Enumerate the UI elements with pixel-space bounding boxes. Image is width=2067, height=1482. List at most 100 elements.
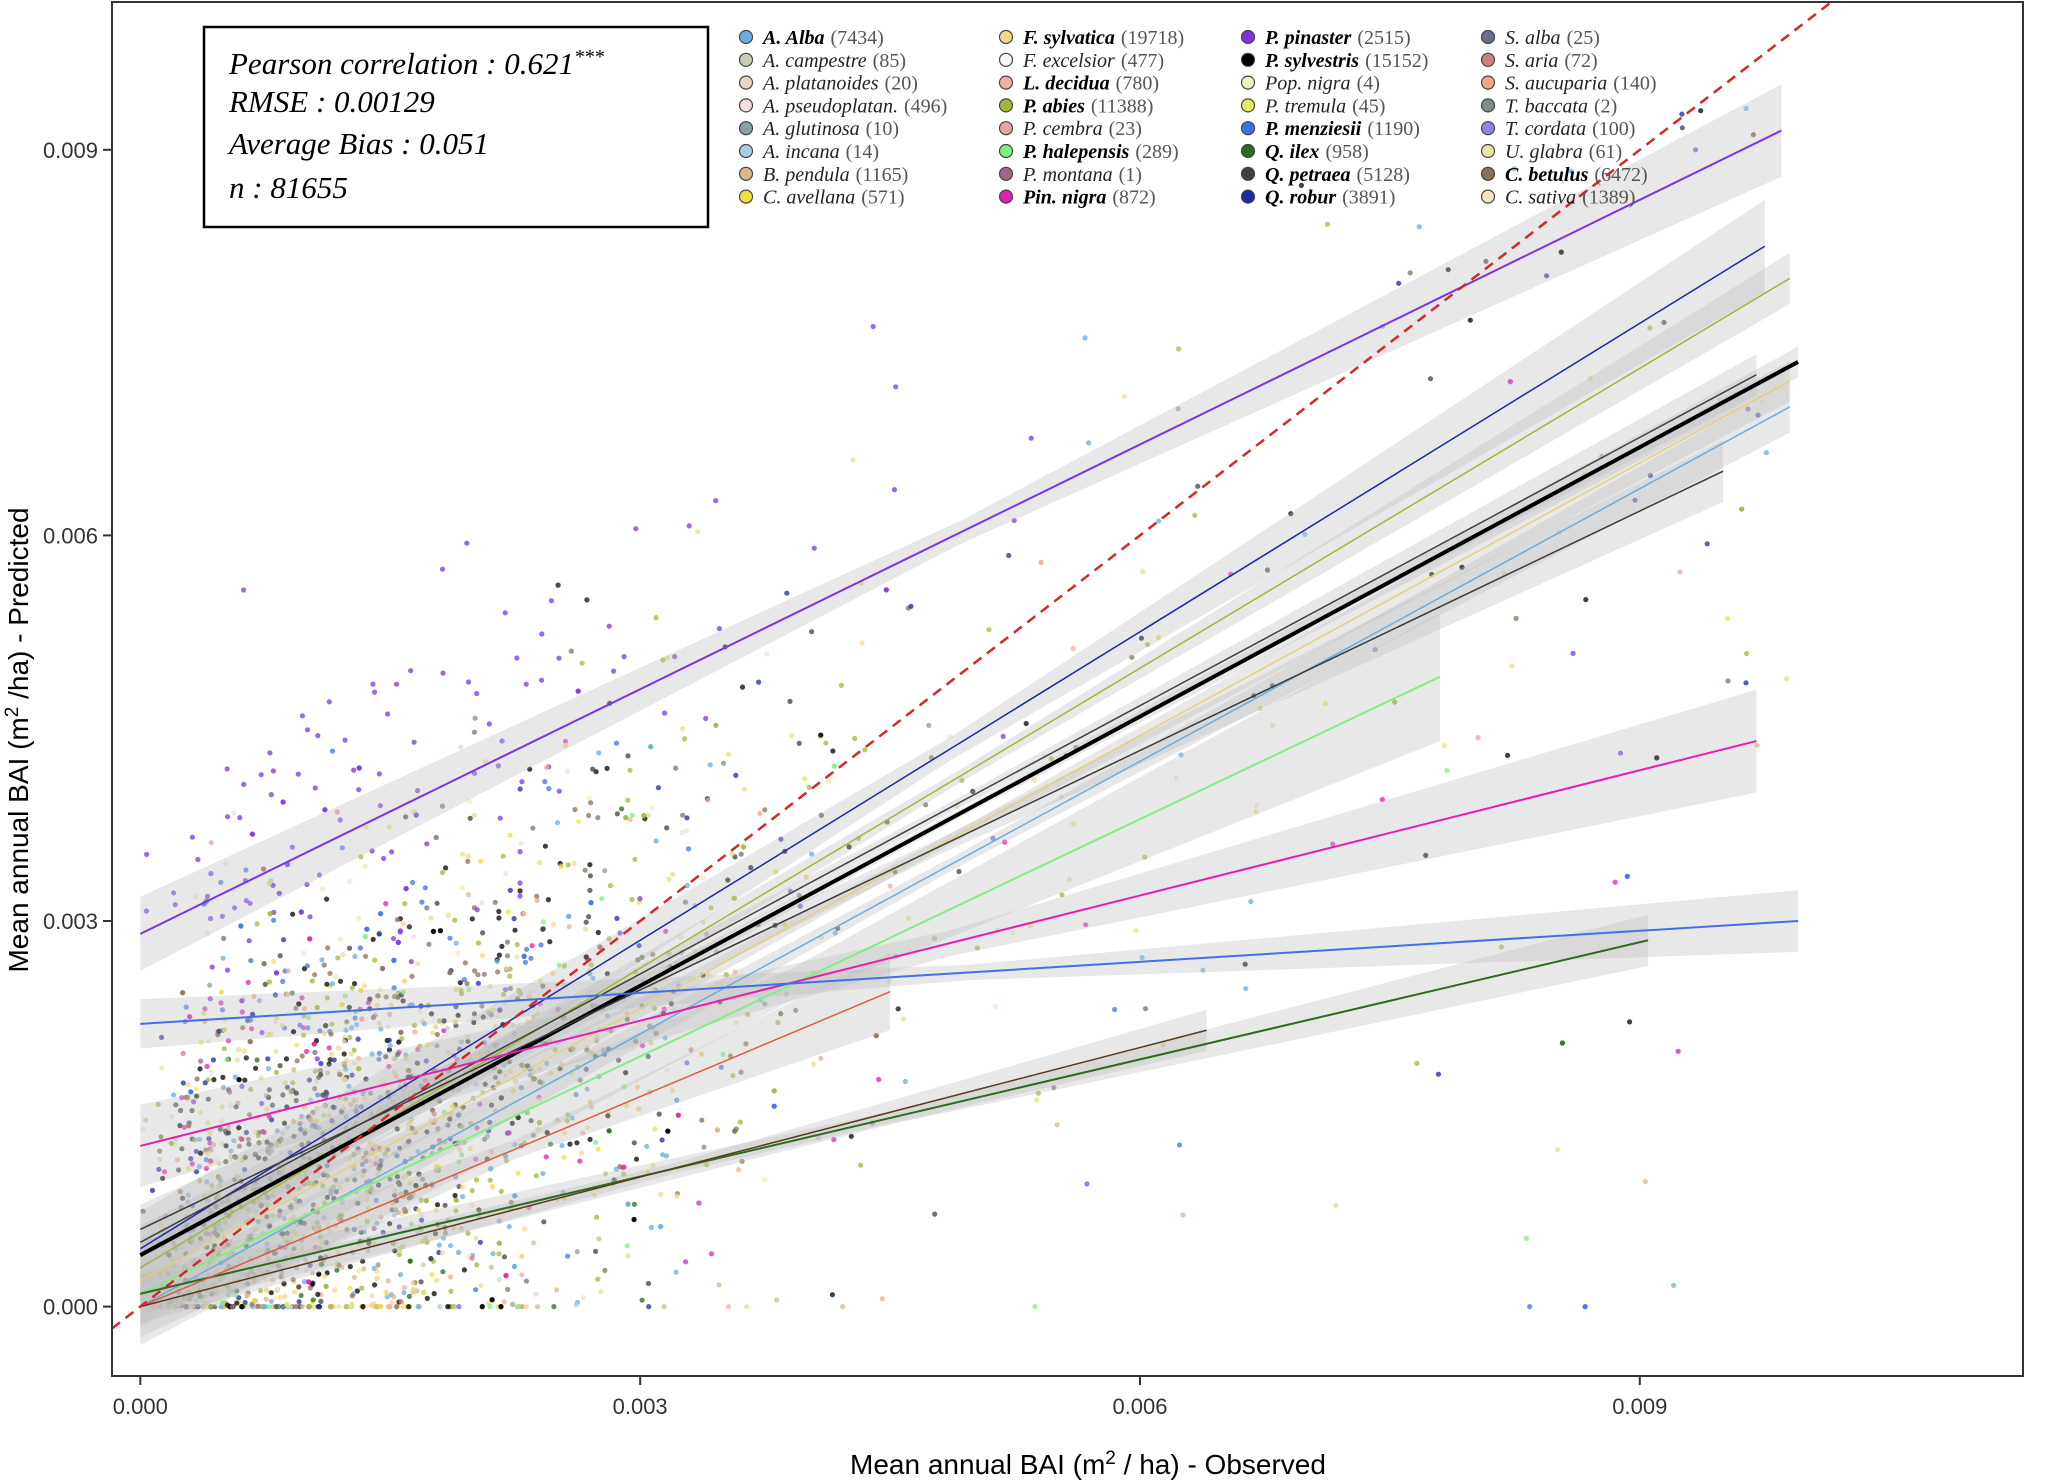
data-point [423,1058,429,1064]
data-point [447,1116,453,1122]
legend-swatch [1480,143,1496,159]
data-point [453,1197,459,1203]
data-point [665,1128,671,1134]
data-point [554,1117,561,1123]
legend-species: A. Alba [761,27,825,49]
data-point [567,1141,573,1147]
data-point [617,930,623,936]
data-point [451,1304,457,1310]
data-point [592,1236,598,1242]
data-point [205,1038,211,1044]
data-point [172,902,178,908]
data-point [458,1039,464,1045]
data-point [664,655,671,661]
data-point [891,487,898,493]
legend-item: A. glutinosa (10) [738,118,899,140]
data-point [403,1189,409,1195]
legend-species: Q. ilex [1265,141,1319,163]
data-point [387,1176,393,1182]
data-point [447,970,453,976]
data-point [440,1235,446,1241]
data-point [1612,879,1618,885]
data-point [277,1063,283,1069]
legend-count: (14) [846,141,879,163]
data-point [544,764,550,771]
data-point [641,813,647,819]
data-point [439,870,446,876]
data-point [299,1246,305,1252]
data-point [596,750,602,756]
data-point [548,1070,554,1076]
data-point [418,1211,425,1218]
data-point [670,1087,676,1094]
data-point [683,828,690,834]
data-point [223,1159,229,1165]
data-point [341,1051,347,1057]
data-point [218,879,224,886]
data-point [321,1112,327,1118]
data-point [583,1066,589,1072]
data-point [692,948,698,954]
legend-swatch [738,75,754,90]
data-point [594,1038,600,1044]
data-point [923,802,929,808]
data-point [708,1251,715,1257]
data-point [372,957,378,963]
data-point [472,968,478,974]
legend-count: (140) [1613,73,1656,95]
data-point [239,1304,245,1310]
data-point [503,1273,509,1279]
data-point [334,1267,340,1273]
data-point [317,1028,323,1034]
legend-species: Q. robur [1265,187,1336,209]
data-point [140,1126,146,1133]
legend-count: (100) [1592,118,1635,140]
data-point [344,1019,350,1025]
data-point [644,1143,650,1149]
data-point [259,1029,265,1036]
data-point [385,1147,391,1153]
data-point [456,1087,462,1093]
data-point [241,781,247,788]
data-point [399,1036,405,1042]
data-point [655,785,662,791]
data-point [495,763,501,769]
data-point [364,926,370,932]
data-point [268,792,274,798]
data-point [329,748,335,754]
data-point [189,1107,195,1114]
data-point [310,1109,316,1115]
data-point [409,1125,415,1131]
data-point [519,1272,525,1278]
data-point [774,1297,780,1303]
legend-label: Q. robur (3891) [1265,187,1395,209]
data-point [314,1056,320,1062]
data-point [260,1216,266,1222]
data-point [537,860,543,866]
data-point [554,1287,560,1293]
data-point [494,958,500,965]
data-point [161,1169,168,1175]
data-point [639,1043,646,1049]
data-point [271,1189,277,1195]
data-point [852,735,858,742]
data-point [627,817,633,823]
legend-count: (10) [866,118,899,140]
data-point [815,1135,822,1141]
data-point [499,943,505,950]
data-point [381,855,387,862]
data-point [249,1269,255,1275]
legend-count: (289) [1135,141,1178,163]
legend-species: P. montana [1022,164,1113,186]
data-point [299,713,305,719]
data-point [203,1165,209,1171]
data-point [301,1181,308,1187]
data-point [460,1184,466,1190]
data-point [219,913,225,919]
data-point [565,862,571,868]
data-point [232,1276,238,1282]
legend-swatch [998,52,1014,67]
data-point [368,1186,374,1192]
data-point [370,1014,376,1021]
data-point [506,1224,512,1230]
